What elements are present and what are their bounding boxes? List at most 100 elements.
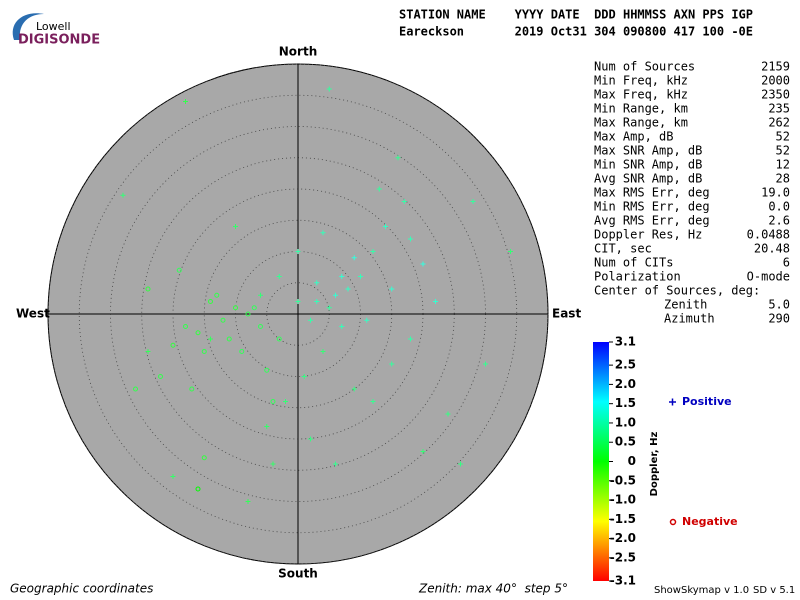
source-negative <box>189 386 195 392</box>
source-negative <box>239 349 245 354</box>
stat-value: 12 <box>776 158 790 172</box>
source-negative <box>133 386 138 392</box>
stat-label: Min RMS Err, deg <box>594 200 710 214</box>
stat-label: Max Freq, kHz <box>594 88 688 102</box>
source-positive <box>420 261 426 267</box>
source-positive <box>326 305 332 311</box>
source-positive <box>333 292 338 298</box>
source-positive <box>433 299 438 304</box>
source-negative <box>264 367 270 373</box>
stat-value: 262 <box>768 116 790 130</box>
source-positive <box>389 361 395 367</box>
legend-label: Negative <box>682 515 738 528</box>
source-positive <box>376 186 382 192</box>
source-negative <box>245 311 251 317</box>
stat-label: Min Range, km <box>594 102 688 116</box>
stat-value: 6 <box>783 256 790 270</box>
source-negative <box>195 486 201 492</box>
source-negative <box>176 267 182 273</box>
stat-label: Max Amp, dB <box>594 130 673 144</box>
stat-label: Polarization <box>594 270 681 284</box>
source-negative <box>258 324 263 329</box>
stat-value: 19.0 <box>761 186 790 200</box>
stat-label: Max Range, km <box>594 116 688 130</box>
source-positive <box>395 155 401 161</box>
source-positive <box>370 399 376 404</box>
source-positive <box>408 336 413 342</box>
source-positive <box>370 249 376 254</box>
source-positive <box>483 361 488 367</box>
source-positive <box>389 286 395 292</box>
center-heading: Center of Sources, deg: <box>594 284 760 298</box>
source-positive <box>270 461 276 467</box>
source-positive <box>508 249 513 254</box>
source-negative <box>226 336 232 342</box>
colorbar-label: Doppler, Hz <box>649 432 660 497</box>
source-positive <box>308 317 313 323</box>
source-positive <box>295 299 301 304</box>
stat-label: Min Freq, kHz <box>594 74 688 88</box>
header-columns: STATION NAME YYYY DATE DDD HHMMSS AXN PP… <box>399 8 753 22</box>
stat-label: Avg RMS Err, deg <box>594 214 710 228</box>
stat-label: Max RMS Err, deg <box>594 186 710 200</box>
stat-value: 0.0488 <box>747 228 790 242</box>
source-positive <box>351 386 357 392</box>
stat-value: 52 <box>776 144 790 158</box>
footer-version: ShowSkymap v 1.0 <box>654 585 749 596</box>
source-positive <box>401 199 407 204</box>
source-positive <box>301 374 307 379</box>
stat-value: 2.6 <box>768 214 790 228</box>
source-positive <box>364 317 370 323</box>
source-positive <box>314 280 320 286</box>
logo-small: Lowell <box>36 20 71 33</box>
legend: Positive Negative <box>669 395 738 528</box>
source-positive <box>326 86 332 92</box>
colorbar-tick-label: 2.5 <box>615 358 636 372</box>
stat-value: 2159 <box>761 60 790 74</box>
legend-marker <box>669 518 677 526</box>
source-positive <box>339 274 345 279</box>
colorbar-tick-label: 3.1 <box>615 335 636 349</box>
stat-value: 0.0 <box>768 200 790 214</box>
footer-sd-version: SD v 5.1 <box>753 585 795 596</box>
source-negative <box>208 299 213 304</box>
source-positive <box>339 324 345 329</box>
source-negative <box>233 305 238 311</box>
source-positive <box>283 399 288 404</box>
logo-big: DIGISONDE <box>18 33 100 48</box>
source-positive <box>120 192 126 198</box>
source-positive <box>233 224 238 229</box>
legend-marker <box>669 398 676 406</box>
source-negative <box>170 342 176 348</box>
source-negative <box>158 374 163 379</box>
stat-value: 235 <box>768 102 790 116</box>
footer-coordinates: Geographic coordinates <box>10 582 153 596</box>
stat-label: Num of Sources <box>594 60 695 74</box>
colorbar-tick-label: -0.5 <box>610 473 636 487</box>
center-label: Azimuth <box>664 312 715 326</box>
center-value: 5.0 <box>768 298 790 312</box>
source-positive <box>314 299 320 304</box>
source-positive <box>351 255 357 261</box>
source-positive <box>245 499 251 504</box>
colorbar-tick-label: -1.0 <box>610 493 636 507</box>
source-positive <box>264 424 270 429</box>
colorbar-tick-label: 1.0 <box>615 415 636 429</box>
source-positive <box>470 199 476 204</box>
source-positive <box>345 286 351 292</box>
source-positive <box>145 349 151 354</box>
stat-value: 2350 <box>761 88 790 102</box>
source-positive <box>320 349 326 354</box>
stat-value: 52 <box>776 130 790 144</box>
colorbar-tick-label: 0 <box>628 454 636 468</box>
stat-value: 20.48 <box>754 242 790 256</box>
source-positive <box>458 461 463 467</box>
colorbar-tick-label: -3.1 <box>610 574 636 588</box>
legend-label: Positive <box>682 395 732 408</box>
source-negative <box>251 305 257 311</box>
source-negative <box>201 349 207 354</box>
logo-swoosh <box>12 13 44 40</box>
center-value: 290 <box>768 312 790 326</box>
colorbar-ticks: 3.1 2.5 2.0 1.5 1.0 0.5 0 -0.5 -1.0 -1.5 -2.0 -2.5 -… <box>609 335 636 588</box>
colorbar-tick-label: -2.0 <box>610 531 636 545</box>
